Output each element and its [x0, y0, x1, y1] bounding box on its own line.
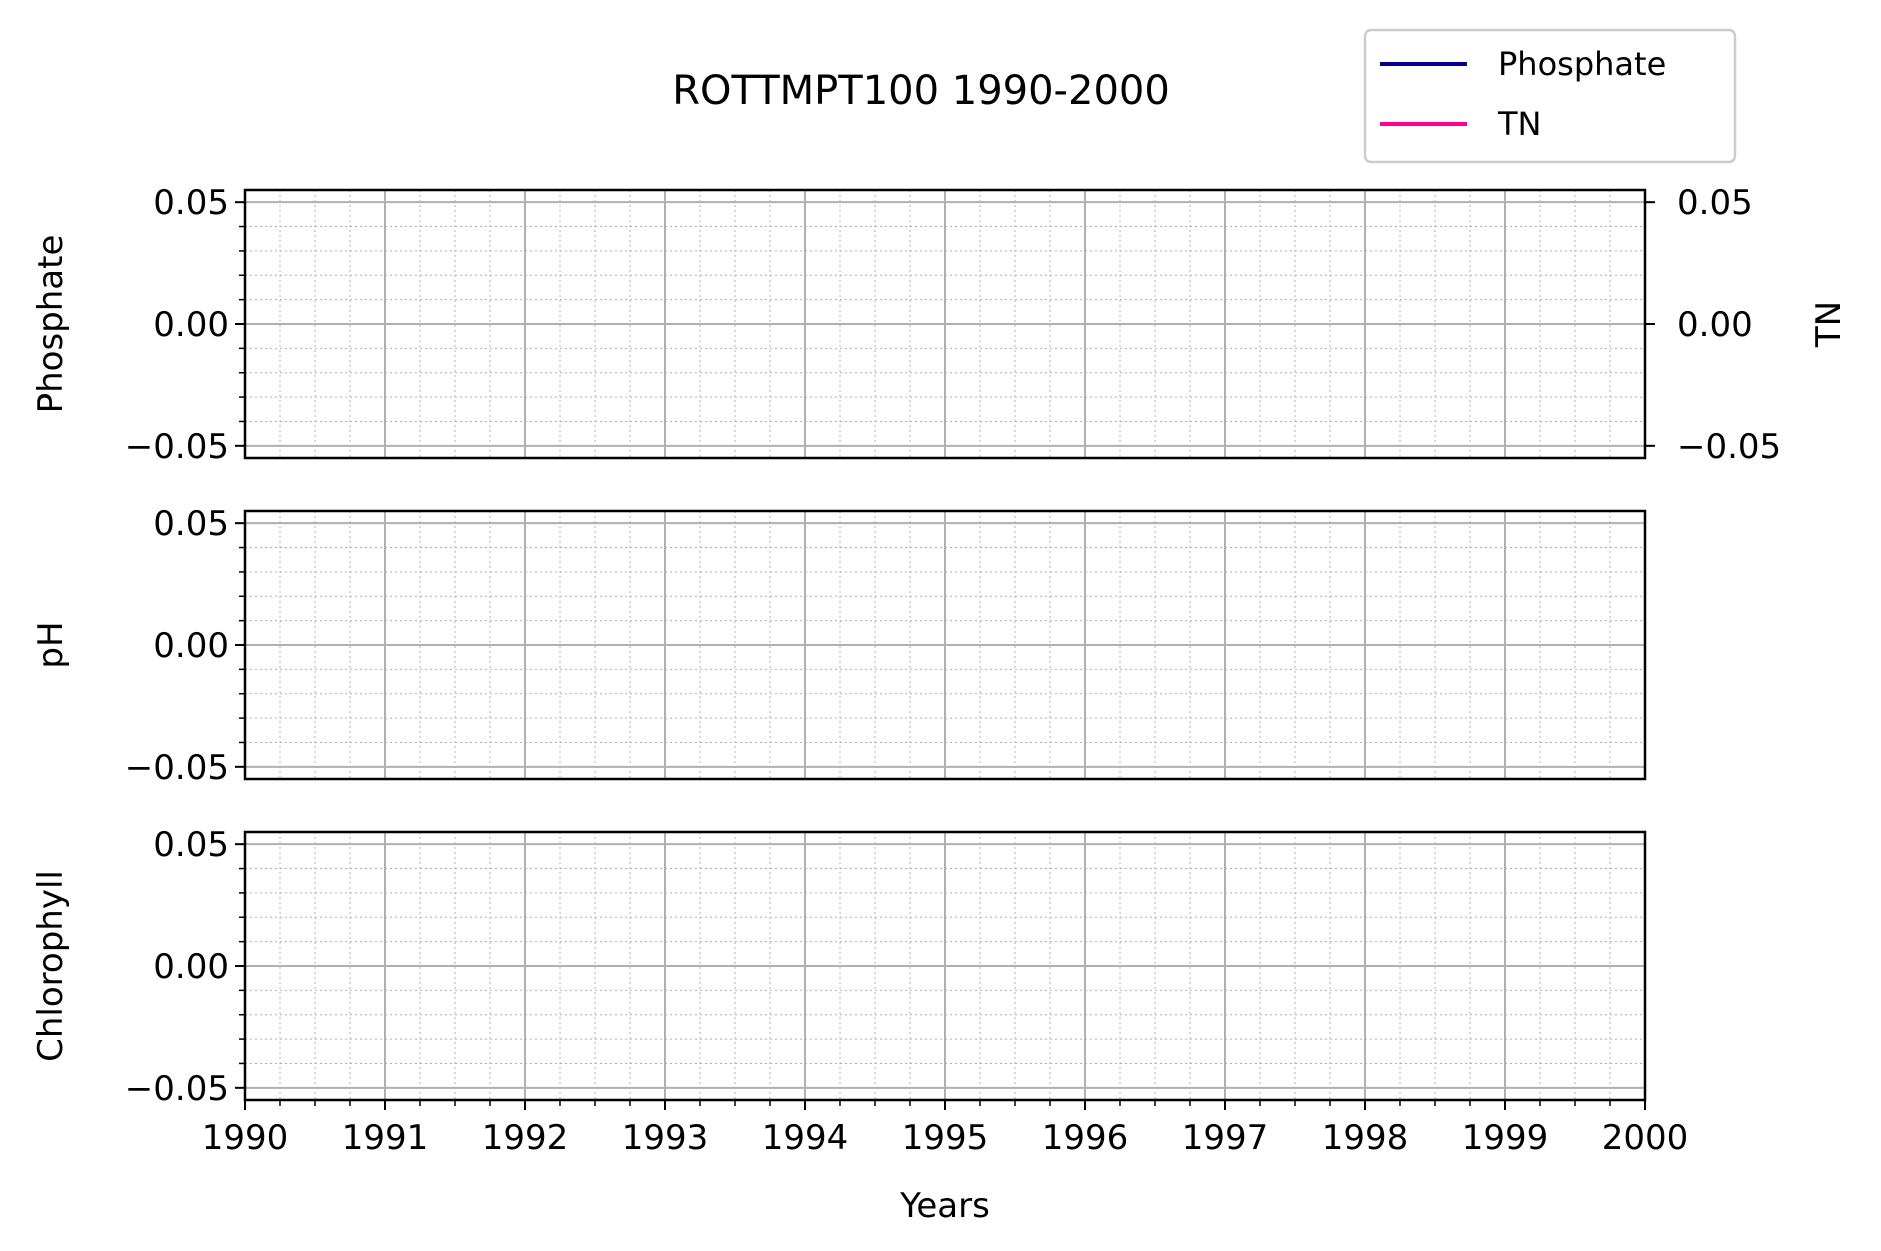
x-tick-label: 1993 — [622, 1118, 709, 1158]
y-tick-label: 0.00 — [153, 626, 229, 666]
y-axis-title: Phosphate — [31, 235, 71, 414]
x-tick-label: 1997 — [1182, 1118, 1269, 1158]
y-axis-title: Chlorophyll — [31, 870, 71, 1062]
y-tick-label: 0.05 — [153, 504, 229, 544]
y2-tick-label: 0.00 — [1677, 305, 1753, 345]
legend-label: Phosphate — [1498, 45, 1666, 83]
panel-2: −0.05 0.00 0.05 pH — [31, 504, 1647, 788]
y-tick-label: −0.05 — [125, 427, 229, 467]
chart-title: ROTTMPT100 1990-2000 — [672, 68, 1170, 114]
y-tick-label: 0.05 — [153, 825, 229, 865]
y2-axis-title: TN — [1809, 301, 1849, 348]
panel-1: −0.05 0.00 0.05 Phosphate −0.05 0.00 0.05 TN — [31, 183, 1849, 467]
x-tick-label: 1996 — [1042, 1118, 1129, 1158]
y-tick-label: −0.05 — [125, 748, 229, 788]
x-tick-label: 1992 — [482, 1118, 569, 1158]
x-tick-label: 2000 — [1602, 1118, 1689, 1158]
y-tick-label: 0.05 — [153, 183, 229, 223]
y-axis-title: pH — [31, 621, 71, 668]
x-tick-label: 1991 — [342, 1118, 429, 1158]
legend: Phosphate TN — [1363, 28, 1737, 164]
x-tick-label: 1990 — [202, 1118, 289, 1158]
panel-3: −0.05 0.00 0.05 Chlorophyll 1990 1991 1992 1993… — [31, 825, 1688, 1158]
y2-tick-label: −0.05 — [1677, 427, 1781, 467]
x-tick-label: 1998 — [1322, 1118, 1409, 1158]
x-tick-label: 1994 — [762, 1118, 849, 1158]
y2-tick-label: 0.05 — [1677, 183, 1753, 223]
x-axis-title: Years — [899, 1186, 990, 1226]
y-tick-label: 0.00 — [153, 947, 229, 987]
legend-label: TN — [1497, 105, 1541, 143]
panels-group: −0.050.000.05Phosphate−0.050.000.05TN−0.… — [31, 183, 1849, 1158]
y-tick-label: 0.00 — [153, 305, 229, 345]
x-tick-label: 1995 — [902, 1118, 989, 1158]
x-tick-label: 1999 — [1462, 1118, 1549, 1158]
y-tick-label: −0.05 — [125, 1069, 229, 1109]
